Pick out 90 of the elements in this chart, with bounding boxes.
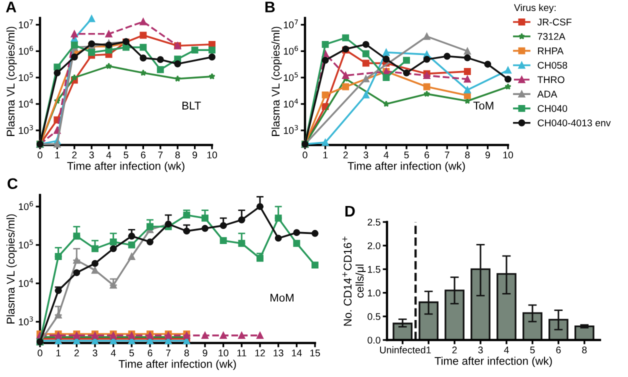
x-tick-label: 3 [92, 350, 98, 356]
x-tick-label: 2 [452, 346, 457, 354]
x-axis-title: Time after infection (wk) [118, 360, 236, 370]
y-axis-title: Plasma VL (copies/ml) [271, 26, 282, 136]
y-axis-title: Plasma VL (copies/ml) [6, 214, 17, 324]
x-tick-label: 2 [74, 350, 79, 356]
x-tick-label: 9 [202, 350, 208, 356]
y-tick-label: 10$^{5}$ [18, 72, 33, 82]
x-tick-label: 15 [310, 350, 320, 356]
legend-label: CH040-4013 env [538, 119, 611, 126]
y-axis-title: Plasma VL (copies/ml) [6, 26, 17, 136]
x-tick-label: 7 [444, 152, 450, 158]
y-tick-label: 0.0 [368, 336, 380, 344]
y-tick-label: 2.5 [368, 218, 380, 226]
x-tick-label: 4 [384, 152, 389, 158]
y-tick-label: 10$^{4}$ [18, 98, 34, 108]
x-tick-label: 6 [148, 350, 152, 356]
y-tick-label: 10$^{5}$ [18, 240, 33, 249]
x-tick-label: 9 [192, 152, 198, 158]
y-tick-label: 0.5 [368, 313, 380, 320]
x-tick-label: 10 [207, 152, 218, 158]
legend-title: Virus key: [514, 4, 556, 14]
legend-label: JR-CSF [537, 18, 572, 26]
x-tick-label: 1 [56, 350, 61, 356]
x-tick-label: 6 [140, 152, 146, 158]
x-tick-label: 1 [55, 152, 60, 158]
legend-label: CH040 [538, 105, 568, 112]
x-tick-label: 0 [38, 350, 42, 356]
x-axis-title: Time after infection (wk) [67, 162, 184, 172]
x-tick-label: 8 [465, 152, 470, 158]
text: No. CD14$^{+}$CD16$^{+}$ cells/μl [342, 236, 366, 326]
chart-title: C [8, 178, 18, 190]
x-tick-label: 13 [274, 350, 284, 356]
legend-label: ADA [537, 90, 558, 98]
x-tick-label: 0 [38, 152, 42, 158]
annotation: MoM [270, 294, 294, 302]
x-axis-title: Time after infection (wk) [434, 356, 552, 368]
x-tick-label: 10 [503, 152, 514, 158]
x-tick-label: 3 [364, 152, 368, 158]
x-tick-label: 5 [124, 152, 128, 158]
legend-label: RHPA [538, 48, 564, 54]
y-tick-label: 10$^{6}$ [18, 201, 34, 210]
x-tick-label: 8 [582, 346, 587, 354]
y-tick-label: 10$^{4}$ [284, 98, 298, 108]
x-tick-label: 5 [530, 346, 535, 354]
y-tick-label: 10$^{7}$ [18, 20, 33, 28]
y-tick-label: 10$^{5}$ [284, 72, 298, 82]
x-tick-label: 4 [106, 152, 112, 158]
x-tick-label: 6 [424, 152, 430, 158]
y-tick-label: 10$^{3}$ [18, 125, 33, 134]
x-tick-label: 11 [237, 350, 246, 356]
x-tick-label: 4 [110, 350, 116, 356]
x-tick-label: 5 [129, 350, 134, 356]
x-tick-label: 4 [504, 346, 509, 354]
y-tick-label: 10$^{6}$ [18, 46, 34, 55]
x-tick-label: 7 [158, 152, 163, 158]
y-tick-label: 10$^{3}$ [284, 125, 298, 134]
legend-label: THRO [537, 76, 564, 84]
x-tick-label: 1 [323, 152, 328, 158]
y-tick-label: 10$^{3}$ [18, 316, 33, 326]
x-tick-label: 9 [485, 152, 490, 158]
x-tick-label: 7 [166, 350, 171, 356]
y-tick-label: 10$^{4}$ [18, 278, 34, 287]
x-tick-label: 2 [72, 152, 77, 158]
chart-title: D [345, 206, 355, 216]
x-tick-label: 10 [218, 350, 228, 356]
y-tick-label: 10$^{7}$ [284, 20, 298, 28]
x-tick-label: 12 [255, 350, 265, 356]
y-tick-label: 1.5 [368, 266, 380, 273]
x-tick-label: 8 [175, 152, 180, 158]
x-tick-label: 5 [404, 152, 409, 158]
chart-title: A [6, 2, 16, 12]
x-tick-label: 3 [89, 152, 94, 158]
x-tick-label: 1 [426, 346, 431, 354]
x-tick-label: Uninfected [380, 346, 426, 354]
x-tick-label: 14 [292, 350, 302, 356]
x-tick-label: 8 [184, 350, 189, 356]
y-tick-label: 2.0 [368, 242, 380, 250]
x-tick-label: 2 [343, 152, 348, 158]
x-tick-label: 0 [302, 152, 308, 158]
x-tick-label: 6 [556, 346, 561, 354]
annotation: BLT [182, 102, 201, 110]
legend-label: 7312A [538, 33, 566, 40]
x-axis-title: Time after infection (wk) [348, 162, 465, 172]
chart-title: B [265, 2, 275, 12]
x-tick-label: 3 [478, 346, 483, 354]
legend-label: CH058 [538, 62, 568, 69]
y-tick-label: 1.0 [368, 290, 380, 296]
y-tick-label: 10$^{6}$ [284, 46, 298, 55]
annotation: ToM [473, 102, 494, 110]
